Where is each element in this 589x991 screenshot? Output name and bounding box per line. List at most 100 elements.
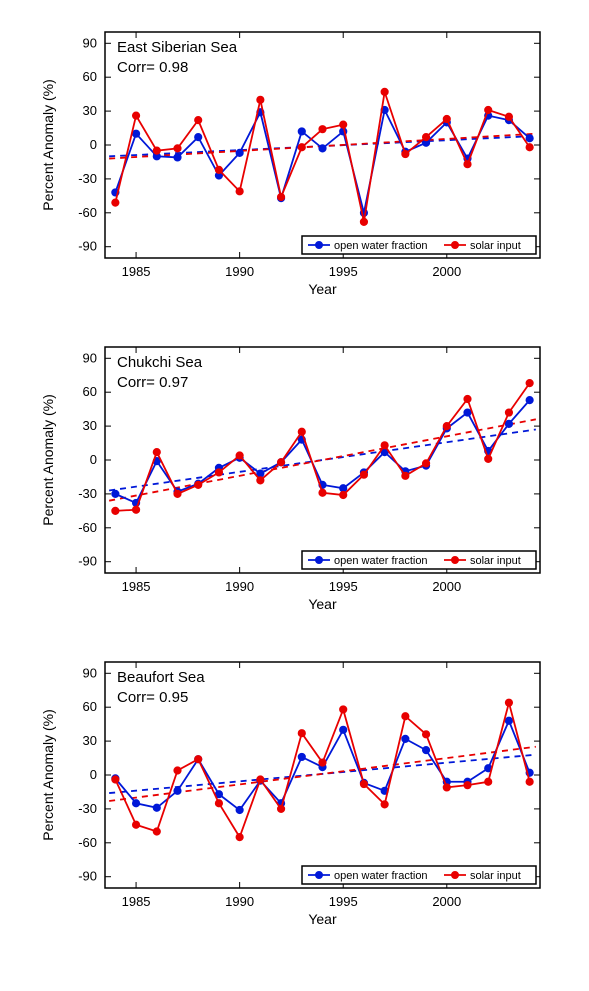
ytick-label: -90	[78, 554, 97, 569]
legend-marker-icon	[315, 557, 322, 564]
xtick-label: 2000	[432, 894, 461, 909]
data-marker	[526, 135, 533, 142]
data-marker	[174, 787, 181, 794]
data-marker	[319, 489, 326, 496]
data-marker	[194, 756, 201, 763]
data-marker	[381, 88, 388, 95]
data-marker	[277, 805, 284, 812]
data-marker	[256, 776, 263, 783]
data-marker	[132, 130, 139, 137]
ytick-label: 60	[82, 699, 96, 714]
data-marker	[174, 154, 181, 161]
xtick-label: 1995	[328, 264, 357, 279]
data-marker	[153, 828, 160, 835]
data-marker	[277, 193, 284, 200]
data-marker	[298, 428, 305, 435]
chart-panel: -90-60-3003060901985199019952000YearPerc…	[35, 650, 555, 930]
data-marker	[464, 395, 471, 402]
data-marker	[132, 821, 139, 828]
data-marker	[401, 151, 408, 158]
plot-area	[109, 380, 536, 515]
ytick-label: -60	[78, 835, 97, 850]
x-axis-label: Year	[308, 281, 337, 297]
data-marker	[484, 106, 491, 113]
xtick-label: 1995	[328, 579, 357, 594]
data-marker	[194, 134, 201, 141]
data-marker	[401, 472, 408, 479]
ytick-label: 30	[82, 418, 96, 433]
data-marker	[215, 166, 222, 173]
data-marker	[153, 147, 160, 154]
data-marker	[339, 706, 346, 713]
panel-title: East Siberian Sea	[117, 39, 238, 56]
data-marker	[505, 699, 512, 706]
ytick-label: 0	[89, 137, 96, 152]
data-marker	[298, 753, 305, 760]
data-marker	[298, 144, 305, 151]
ytick-label: 0	[89, 767, 96, 782]
xtick-label: 1990	[225, 264, 254, 279]
legend-label: open water fraction	[334, 240, 428, 252]
ytick-label: -30	[78, 801, 97, 816]
ytick-label: -90	[78, 239, 97, 254]
ytick-label: -60	[78, 205, 97, 220]
ytick-label: 0	[89, 452, 96, 467]
data-marker	[111, 776, 118, 783]
data-marker	[505, 420, 512, 427]
legend-marker-icon	[451, 242, 458, 249]
legend-label: solar input	[470, 240, 521, 252]
data-marker	[132, 506, 139, 513]
panel-corr-label: Corr= 0.97	[117, 374, 188, 391]
data-marker	[381, 442, 388, 449]
data-marker	[360, 218, 367, 225]
plot-area	[109, 699, 536, 840]
data-marker	[153, 449, 160, 456]
x-axis-label: Year	[308, 596, 337, 612]
data-marker	[422, 460, 429, 467]
data-marker	[194, 117, 201, 124]
data-marker	[464, 161, 471, 168]
legend-label: open water fraction	[334, 870, 428, 882]
data-marker	[319, 145, 326, 152]
ytick-label: -30	[78, 486, 97, 501]
chart-panel: -90-60-3003060901985199019952000YearPerc…	[35, 335, 555, 615]
ytick-label: 90	[82, 665, 96, 680]
panel-corr-label: Corr= 0.98	[117, 59, 188, 76]
chart-panel: -90-60-3003060901985199019952000YearPerc…	[35, 20, 555, 300]
data-marker	[505, 113, 512, 120]
ytick-label: 90	[82, 350, 96, 365]
data-marker	[298, 128, 305, 135]
data-marker	[111, 199, 118, 206]
xtick-label: 1990	[225, 579, 254, 594]
data-marker	[360, 781, 367, 788]
y-axis-label: Percent Anomaly (%)	[40, 709, 56, 841]
data-marker	[319, 126, 326, 133]
xtick-label: 1985	[121, 264, 150, 279]
legend-label: solar input	[470, 555, 521, 567]
y-axis-label: Percent Anomaly (%)	[40, 394, 56, 526]
data-marker	[111, 507, 118, 514]
data-marker	[526, 144, 533, 151]
data-marker	[443, 116, 450, 123]
xtick-label: 2000	[432, 579, 461, 594]
legend-marker-icon	[451, 872, 458, 879]
data-marker	[339, 485, 346, 492]
data-marker	[484, 778, 491, 785]
data-marker	[236, 807, 243, 814]
data-marker	[236, 149, 243, 156]
xtick-label: 1990	[225, 894, 254, 909]
data-marker	[484, 455, 491, 462]
data-marker	[505, 717, 512, 724]
panel-corr-label: Corr= 0.95	[117, 689, 188, 706]
data-marker	[401, 735, 408, 742]
ytick-label: -30	[78, 171, 97, 186]
data-marker	[464, 782, 471, 789]
data-marker	[422, 731, 429, 738]
ytick-label: 30	[82, 733, 96, 748]
data-marker	[132, 112, 139, 119]
data-marker	[443, 784, 450, 791]
data-marker	[464, 409, 471, 416]
legend-marker-icon	[451, 557, 458, 564]
legend-label: solar input	[470, 870, 521, 882]
xtick-label: 1995	[328, 894, 357, 909]
